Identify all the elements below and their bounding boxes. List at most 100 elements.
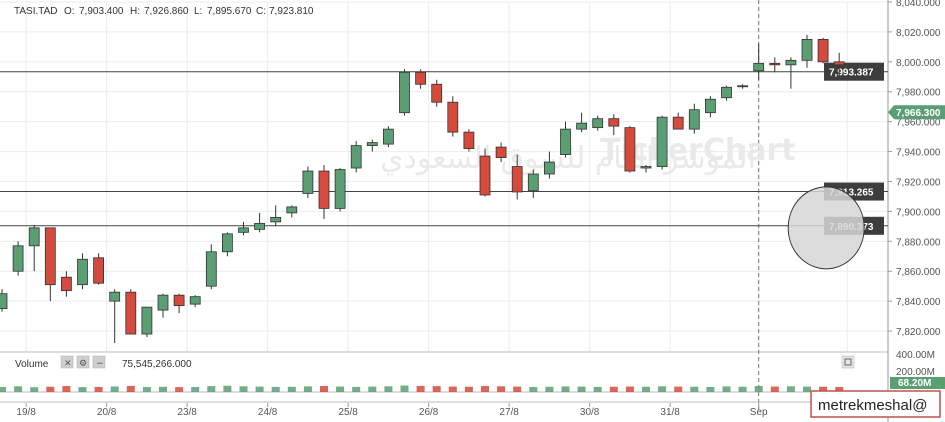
date-tick-label: 31/8 [660,407,680,418]
level-tag-text: 7,993.387 [829,68,874,79]
ohlc-header: TASI.TAD O: 7,903.400 H: 7,926.860 L: 7,… [14,6,314,17]
candle-body [447,101,459,133]
level-tag-text: 7,913.265 [829,188,874,199]
maximize-panel-button[interactable] [841,355,855,369]
volume-label: Volume [15,359,49,370]
price-tick-label: 7,820.000 [896,327,941,338]
price-tick-label: 7,920.000 [896,177,941,188]
high-label: H: [130,6,140,17]
candle-body [302,170,314,194]
volume-bar [255,386,264,392]
low-label: L: [194,6,202,17]
price-tick-label: 8,040.000 [896,0,941,9]
candle-body [286,206,298,214]
volume-bar [0,387,6,392]
candle-body [560,128,571,155]
volume-bar [835,387,844,392]
volume-bar [287,386,296,392]
volume-bar [738,386,747,392]
high-value: 7,926.860 [144,6,189,17]
volume-bar [481,386,489,392]
volume-bar [384,386,393,392]
candle-body [189,296,201,305]
candle-body [382,128,394,145]
volume-value: 75,545,266.000 [122,359,192,370]
candle-body [93,257,104,284]
date-tick-label: Sep [750,407,768,418]
candle-body [672,116,684,130]
last-price-text: 7,966.300 [896,108,941,119]
candle-body [125,291,137,335]
volume-bar [14,386,23,392]
volume-bar [78,387,87,392]
date-tick-label: 26/8 [419,407,439,418]
close-icon: ✕ [64,359,72,369]
candle-body [399,71,410,114]
low-value: 7,895.670 [207,6,252,17]
volume-bar [658,386,667,392]
candle-body [769,62,781,66]
volume-bars [0,385,844,392]
volume-bar [819,386,828,392]
volume-bar [513,386,522,392]
candle-body [318,170,330,209]
candle-body [576,122,587,130]
volume-bar [432,386,441,392]
minimize-panel-button[interactable]: − [92,355,106,369]
candle-body [431,83,443,103]
volume-bar [803,386,811,392]
grid-lines [0,0,889,422]
date-tick-label: 24/8 [258,407,278,418]
volume-bar [448,386,457,392]
candle-body [350,145,362,169]
candle-body [495,146,507,158]
candle-body [173,294,185,307]
volume-bar [529,387,538,392]
volume-bar [609,386,618,392]
volume-bar [770,386,779,392]
candle-body [753,62,765,72]
candle-body [640,166,652,169]
volume-bar [545,386,554,392]
volume-bar [464,386,473,392]
volume-bar [706,387,715,392]
volume-bar [175,387,184,392]
date-axis: 19/820/823/824/825/826/827/830/831/8Sep0… [0,401,888,418]
price-tick-label: 7,900.000 [896,207,941,218]
candle-body [656,116,668,167]
volume-bar [754,386,763,392]
volume-bar [561,386,570,392]
date-tick-label: 25/8 [338,407,358,418]
candle-body [688,109,700,130]
settings-panel-button[interactable]: ⚙ [76,355,90,369]
volume-bar [625,386,634,392]
volume-bar [416,385,425,392]
candle-body [833,61,845,66]
candle-body [785,59,797,66]
volume-bar [207,386,216,392]
candle-body [415,71,427,85]
volume-tick-label: 400.00M [896,350,935,361]
price-tick-label: 7,980.000 [896,88,941,99]
candle-body [221,233,233,253]
volume-bar [577,386,586,392]
open-value: 7,903.400 [79,6,124,17]
minus-icon: − [96,359,104,369]
volume-bar [46,386,55,392]
date-tick-label: 20/8 [97,407,117,418]
volume-bar [110,386,119,392]
candle-body [0,293,8,310]
candle-body [141,306,153,335]
candle-body [624,127,636,172]
volume-bar [223,385,232,392]
candle-body [157,294,169,311]
close-panel-button[interactable]: ✕ [60,355,74,369]
candle-body [270,216,282,223]
candle-body [544,161,555,175]
candle-body [817,38,829,63]
volume-bar [674,386,683,392]
price-tick-label: 8,020.000 [896,28,941,39]
volume-bar [94,386,103,392]
